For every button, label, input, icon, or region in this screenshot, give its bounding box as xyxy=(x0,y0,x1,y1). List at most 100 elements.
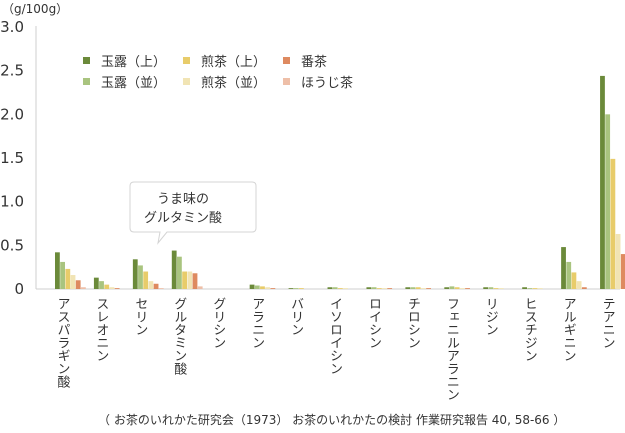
bar-9-1 xyxy=(410,287,416,289)
y-tick-label: 2.5 xyxy=(0,62,24,80)
bar-8-0 xyxy=(366,287,372,289)
bar-2-3 xyxy=(148,281,154,289)
category-label: グリシン xyxy=(210,297,226,349)
bar-3-5 xyxy=(197,286,203,289)
bar-3-2 xyxy=(182,271,187,289)
category-label: ロイシン xyxy=(366,297,381,349)
legend-swatch-gyokuro-nami xyxy=(83,78,90,85)
bar-8-1 xyxy=(371,287,377,289)
category-label: バリン xyxy=(288,297,304,336)
bar-9-2 xyxy=(415,287,421,289)
bar-5-2 xyxy=(260,286,265,289)
bar-14-0 xyxy=(600,75,605,289)
bar-2-5 xyxy=(158,288,164,289)
y-tick-label: 3.0 xyxy=(0,18,24,36)
category-label: セリン xyxy=(132,297,148,336)
bar-10-3 xyxy=(459,288,465,289)
legend: 玉露（上） 玉露（並） 煎茶（上） 煎茶（並） 番茶 ほうじ茶 xyxy=(83,54,353,91)
callout-line-2: グルタミン酸 xyxy=(144,211,222,226)
legend-label-sencha-nami: 煎茶（並） xyxy=(201,75,266,91)
bar-1-4 xyxy=(114,288,120,289)
bar-5-3 xyxy=(265,287,271,289)
bar-12-1 xyxy=(527,288,533,289)
bar-12-0 xyxy=(522,287,527,289)
bar-12-2 xyxy=(532,288,538,289)
bar-12-3 xyxy=(537,288,543,289)
bar-3-1 xyxy=(177,256,182,289)
bar-13-4 xyxy=(581,287,587,289)
bar-6-1 xyxy=(293,288,299,289)
bar-7-0 xyxy=(327,287,333,289)
bar-11-0 xyxy=(483,287,489,289)
y-tick-label: 0.5 xyxy=(0,236,24,254)
legend-swatch-houjicha xyxy=(283,78,290,85)
bar-13-1 xyxy=(566,261,572,289)
bar-0-4 xyxy=(75,280,81,289)
bar-11-1 xyxy=(488,287,494,289)
bar-13-0 xyxy=(561,247,566,289)
bar-3-4 xyxy=(192,273,198,289)
category-label: イソロイシン xyxy=(327,297,342,375)
legend-label-gyokuro-nami: 玉露（並） xyxy=(101,76,166,91)
bar-1-3 xyxy=(109,287,115,289)
legend-label-gyokuro-jo: 玉露（上） xyxy=(101,55,166,70)
category-label: グルタミン酸 xyxy=(171,297,187,375)
bar-2-2 xyxy=(143,271,149,289)
bar-13-2 xyxy=(571,272,577,289)
bar-14-1 xyxy=(605,114,611,289)
bar-1-1 xyxy=(99,281,104,289)
bar-14-4 xyxy=(620,254,625,289)
bar-9-4 xyxy=(426,288,431,289)
y-tick-label: 2.0 xyxy=(0,105,24,123)
bar-7-2 xyxy=(337,288,343,289)
category-label: アスパラギン酸 xyxy=(55,297,71,388)
bar-10-4 xyxy=(465,288,470,289)
bar-14-2 xyxy=(610,158,616,289)
bar-5-4 xyxy=(270,288,276,289)
y-tick-label: 0 xyxy=(14,280,24,298)
bar-3-0 xyxy=(171,250,177,289)
bar-2-1 xyxy=(138,265,143,289)
category-label: フェニルアラニン xyxy=(444,297,459,401)
legend-label-bancha: 番茶 xyxy=(301,54,327,70)
bar-5-0 xyxy=(249,284,255,289)
bar-3-3 xyxy=(187,271,193,289)
bar-10-2 xyxy=(454,287,460,289)
category-label: テアニン xyxy=(600,297,615,349)
bar-0-3 xyxy=(70,275,76,289)
bar-10-0 xyxy=(444,287,450,289)
bar-6-2 xyxy=(299,288,304,289)
legend-swatch-sencha-nami xyxy=(183,78,190,85)
legend-swatch-gyokuro-jo xyxy=(83,57,90,64)
category-label: スレオニン xyxy=(93,297,108,362)
bar-0-5 xyxy=(81,287,86,289)
bar-8-2 xyxy=(376,288,382,289)
bar-5-1 xyxy=(254,285,260,289)
category-label: チロシン xyxy=(405,297,420,349)
legend-swatch-bancha xyxy=(283,57,290,64)
legend-label-sencha-jo: 煎茶（上） xyxy=(201,54,266,70)
annotation-callout: うま味の グルタミン酸 xyxy=(129,181,257,245)
bar-marks xyxy=(55,75,625,289)
bar-10-1 xyxy=(449,286,455,289)
bar-8-3 xyxy=(382,288,387,289)
bar-9-0 xyxy=(405,287,411,289)
bar-6-0 xyxy=(288,288,294,289)
bar-11-2 xyxy=(493,288,499,289)
bar-9-3 xyxy=(421,288,426,289)
y-unit-label: （g/100g） xyxy=(2,2,68,16)
bar-0-1 xyxy=(60,261,65,289)
category-label: リジン xyxy=(483,297,498,336)
bar-2-4 xyxy=(153,283,159,289)
callout-line-1: うま味の xyxy=(157,192,209,207)
bar-11-3 xyxy=(498,288,504,289)
bar-14-3 xyxy=(615,233,621,289)
category-label: アラニン xyxy=(249,297,264,349)
bar-8-4 xyxy=(387,288,393,289)
y-tick-label: 1.5 xyxy=(0,149,24,167)
bar-7-1 xyxy=(332,287,338,289)
category-labels: アスパラギン酸 スレオニン セリン グルタミン酸 グリシン アラニン バリン イソロイシン ロイ… xyxy=(55,297,615,401)
bar-0-0 xyxy=(55,252,60,289)
legend-swatch-sencha-jo xyxy=(183,57,190,64)
y-axis-ticks: 0 0.5 1.0 1.5 2.0 2.5 3.0 xyxy=(0,18,24,298)
